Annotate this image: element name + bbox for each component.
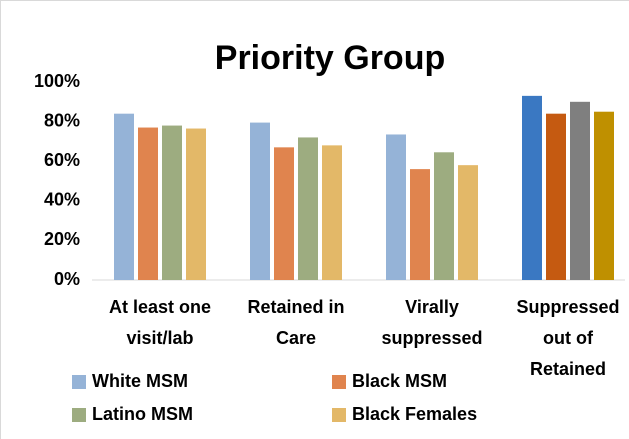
y-tick-label: 100% <box>34 71 80 91</box>
bar <box>434 152 454 280</box>
bar <box>186 128 206 280</box>
bar <box>546 113 566 281</box>
legend-label: Latino MSM <box>92 404 193 424</box>
bar <box>250 122 270 280</box>
bar <box>410 169 430 280</box>
bar <box>570 101 590 280</box>
legend-swatch <box>332 408 346 422</box>
x-tick-label: Suppressed out of Retained <box>516 297 619 379</box>
bar <box>274 147 294 280</box>
x-tick-label: At least one visit/lab <box>109 297 211 348</box>
y-tick-label: 20% <box>44 229 80 249</box>
y-tick-label: 0% <box>54 269 80 289</box>
legend-swatch <box>332 375 346 389</box>
chart-title: Priority Group <box>215 39 445 77</box>
legend-label: White MSM <box>92 371 188 391</box>
legend-swatch <box>72 408 86 422</box>
bar <box>386 134 406 280</box>
x-tick-label: Virally suppressed <box>381 297 482 348</box>
bar <box>594 111 614 280</box>
y-tick-label: 40% <box>44 190 80 210</box>
bar <box>458 165 478 280</box>
bar <box>114 113 134 281</box>
y-tick-label: 60% <box>44 150 80 170</box>
bar <box>322 145 342 280</box>
legend-label: Black MSM <box>352 371 447 391</box>
legend-label: Black Females <box>352 404 477 424</box>
bar <box>138 127 158 280</box>
y-tick-label: 80% <box>44 110 80 130</box>
bar <box>522 95 542 280</box>
legend-swatch <box>72 375 86 389</box>
bar <box>298 137 318 280</box>
bar <box>162 125 182 280</box>
x-tick-label: Retained in Care <box>247 297 344 348</box>
